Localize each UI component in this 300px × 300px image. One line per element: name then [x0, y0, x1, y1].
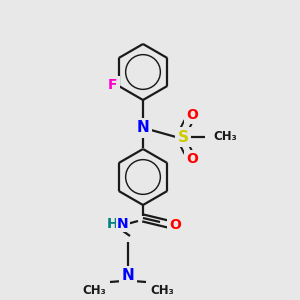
- Text: N: N: [122, 268, 134, 284]
- Text: H: H: [107, 217, 119, 231]
- Text: N: N: [136, 121, 149, 136]
- Text: F: F: [108, 78, 118, 92]
- Text: O: O: [186, 152, 198, 166]
- Text: CH₃: CH₃: [213, 130, 237, 143]
- Text: CH₃: CH₃: [82, 284, 106, 298]
- Text: O: O: [186, 108, 198, 122]
- Text: N: N: [117, 217, 129, 231]
- Text: CH₃: CH₃: [150, 284, 174, 298]
- Text: O: O: [169, 218, 181, 232]
- Text: S: S: [178, 130, 188, 145]
